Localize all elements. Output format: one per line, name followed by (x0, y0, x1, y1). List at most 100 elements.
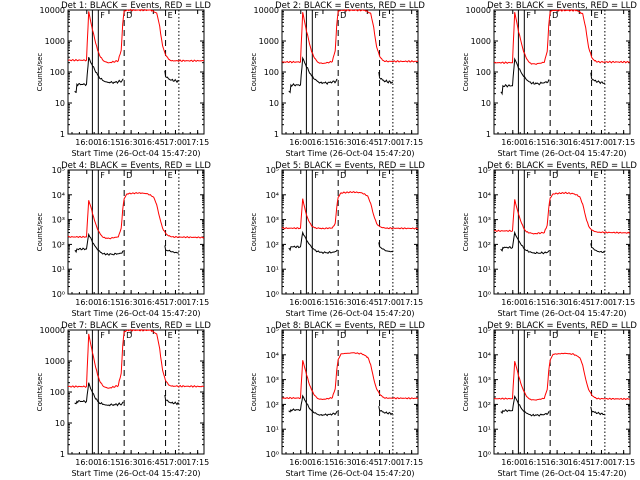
x-tick-label: 16:15 (97, 458, 120, 467)
y-tick-label: 10² (478, 240, 491, 249)
x-tick-label: 16:00 (501, 138, 524, 147)
y-tick-label: 10³ (478, 376, 491, 385)
x-tick-label: 17:15 (612, 138, 635, 147)
y-tick-label: 1000 (471, 37, 491, 46)
x-tick-label: 16:00 (75, 458, 98, 467)
marker-label: E (168, 171, 173, 180)
x-axis-label: Start Time (26-Oct-04 15:47:20) (71, 149, 200, 158)
x-tick-label: 17:00 (590, 458, 613, 467)
events-series-line (500, 57, 605, 96)
panel-title: Det 6: BLACK = Events, RED = LLD (487, 161, 637, 171)
x-axis-label: Start Time (26-Oct-04 15:47:20) (497, 149, 626, 158)
y-tick-label: 1 (60, 450, 65, 459)
y-tick-label: 10¹ (478, 425, 491, 434)
x-tick-label: 16:15 (311, 298, 334, 307)
marker-label: F (314, 11, 319, 20)
y-tick-label: 1000 (45, 37, 65, 46)
x-tick-label: 17:00 (590, 138, 613, 147)
marker-label: D (126, 171, 132, 180)
y-tick-label: 10000 (254, 6, 279, 15)
x-tick-label: 16:45 (356, 458, 379, 467)
lld-series-line (493, 191, 631, 235)
y-tick-label: 10 (269, 99, 279, 108)
plot-frame (493, 329, 631, 455)
y-tick-label: 10⁰ (52, 290, 65, 299)
y-axis-label: Counts/sec (36, 53, 44, 92)
marker-label: F (526, 331, 531, 340)
y-tick-label: 10⁴ (478, 191, 491, 200)
lld-series-line (282, 352, 419, 401)
marker-label: D (126, 331, 132, 340)
y-tick-label: 10 (55, 419, 65, 428)
panel-det-4: F D E 10⁰ 10¹ 10² 10³ 10⁴ 10⁵ 16:00 16:15 16:30 16:4… (36, 161, 211, 318)
x-tick-label: 16:45 (356, 138, 379, 147)
marker-label: F (526, 171, 531, 180)
x-tick-label: 16:30 (334, 138, 357, 147)
y-axis-label: Counts/sec (250, 213, 258, 252)
panel-title: Det 4: BLACK = Events, RED = LLD (61, 161, 211, 171)
y-tick-label: 100 (50, 388, 65, 397)
x-tick-label: 16:45 (356, 298, 379, 307)
y-tick-label: 10¹ (266, 425, 279, 434)
marker-label: E (382, 11, 387, 20)
y-tick-label: 10 (55, 99, 65, 108)
marker-label: D (552, 11, 558, 20)
y-tick-label: 10² (266, 240, 279, 249)
marker-label: E (382, 331, 387, 340)
y-tick-label: 10⁰ (478, 450, 491, 459)
lld-series-line (68, 8, 205, 64)
x-tick-label: 17:15 (612, 298, 635, 307)
y-tick-label: 10⁴ (478, 351, 491, 360)
marker-label: F (526, 11, 531, 20)
y-tick-label: 100 (50, 68, 65, 77)
lld-series-line (281, 190, 419, 230)
y-tick-label: 10000 (40, 326, 65, 335)
y-tick-label: 10² (266, 400, 279, 409)
x-tick-label: 16:15 (97, 138, 120, 147)
events-series-line (288, 56, 393, 94)
y-tick-label: 10⁰ (266, 450, 279, 459)
x-tick-label: 17:00 (378, 458, 401, 467)
panel-title: Det 8: BLACK = Events, RED = LLD (275, 321, 425, 331)
x-tick-label: 16:45 (142, 458, 165, 467)
x-axis-label: Start Time (26-Oct-04 15:47:20) (497, 309, 626, 318)
events-series-line (500, 394, 605, 417)
panel-det-8: F D E 10⁰ 10¹ 10² 10³ 10⁴ 10⁵ 16:00 16:15 16:30 16:4… (250, 321, 425, 478)
y-axis-label: Counts/sec (36, 213, 44, 252)
x-tick-label: 16:30 (120, 298, 143, 307)
events-series-line (288, 230, 394, 255)
x-tick-label: 17:15 (186, 138, 209, 147)
y-tick-label: 10⁰ (478, 290, 491, 299)
x-tick-label: 16:45 (142, 298, 165, 307)
y-axis-label: Counts/sec (462, 53, 470, 92)
marker-label: D (340, 171, 346, 180)
x-tick-label: 17:15 (186, 458, 209, 467)
x-tick-label: 17:00 (164, 298, 187, 307)
x-axis-label: Start Time (26-Oct-04 15:47:20) (497, 469, 626, 478)
x-tick-label: 17:00 (378, 138, 401, 147)
x-tick-label: 16:15 (523, 298, 546, 307)
y-tick-label: 10¹ (478, 265, 491, 274)
y-tick-label: 1000 (45, 357, 65, 366)
y-axis-label: Counts/sec (462, 213, 470, 252)
x-tick-label: 16:15 (523, 458, 546, 467)
y-tick-label: 10³ (266, 376, 279, 385)
x-axis-label: Start Time (26-Oct-04 15:47:20) (71, 469, 200, 478)
x-tick-label: 16:15 (97, 298, 120, 307)
y-tick-label: 10² (52, 240, 65, 249)
events-series-line (74, 57, 180, 94)
y-tick-label: 10⁴ (266, 351, 279, 360)
panel-title: Det 2: BLACK = Events, RED = LLD (275, 1, 425, 11)
x-tick-label: 17:15 (400, 298, 423, 307)
y-tick-label: 10¹ (266, 265, 279, 274)
x-tick-label: 17:15 (186, 298, 209, 307)
events-series-line (74, 382, 180, 407)
x-tick-label: 16:30 (546, 458, 569, 467)
x-tick-label: 17:15 (400, 458, 423, 467)
events-series-line (500, 230, 606, 255)
x-tick-label: 16:00 (501, 458, 524, 467)
